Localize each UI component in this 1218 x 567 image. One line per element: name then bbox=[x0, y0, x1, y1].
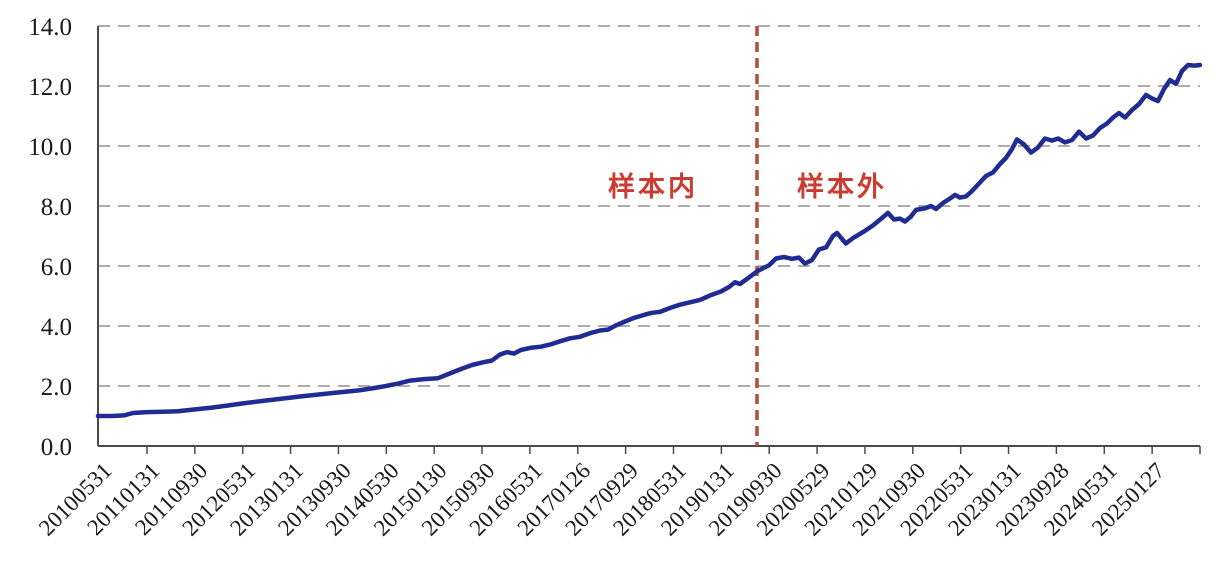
y-axis-tick-label: 10.0 bbox=[28, 134, 72, 161]
y-axis-tick-label: 6.0 bbox=[41, 254, 72, 281]
y-axis-tick-label: 2.0 bbox=[41, 374, 72, 401]
y-axis-tick-label: 14.0 bbox=[28, 14, 72, 41]
y-axis-tick-label: 4.0 bbox=[41, 314, 72, 341]
in-sample-annotation: 样本内 bbox=[608, 172, 698, 202]
y-axis-tick-label: 0.0 bbox=[41, 434, 72, 461]
y-axis-tick-label: 8.0 bbox=[41, 194, 72, 221]
y-axis-tick-label: 12.0 bbox=[28, 74, 72, 101]
net-value-line bbox=[95, 62, 1203, 419]
out-of-sample-annotation: 样本外 bbox=[797, 172, 887, 202]
